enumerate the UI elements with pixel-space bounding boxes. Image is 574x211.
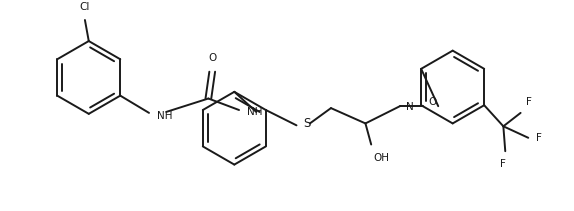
Text: NH: NH [157,111,172,121]
Text: F: F [501,159,506,169]
Text: O: O [208,53,216,63]
Text: S: S [303,117,311,130]
Text: Cl: Cl [80,2,90,12]
Text: F: F [526,97,532,107]
Text: NH: NH [247,107,262,117]
Text: O: O [428,97,437,107]
Text: OH: OH [373,153,389,163]
Text: N: N [406,102,413,112]
Text: F: F [536,133,542,143]
